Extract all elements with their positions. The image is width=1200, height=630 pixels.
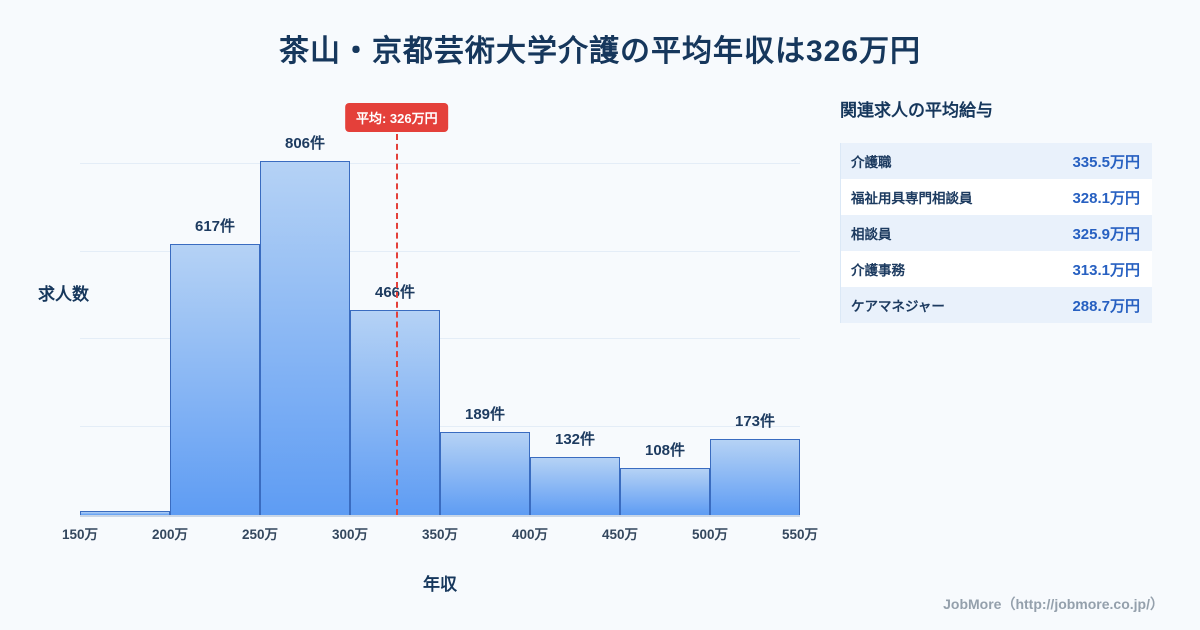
gridline bbox=[80, 338, 800, 340]
histogram-bar bbox=[260, 161, 350, 515]
table-row: 介護職 335.5万円 bbox=[841, 143, 1152, 179]
bar-count-label: 806件 bbox=[284, 135, 326, 153]
job-category-label: 相談員 bbox=[851, 227, 892, 242]
related-jobs-panel: 関連求人の平均給与 介護職 335.5万円福祉用具専門相談員 328.1万円相談員 3… bbox=[840, 96, 1152, 323]
table-row: 相談員 325.9万円 bbox=[841, 215, 1152, 251]
bar-count-label: 617件 bbox=[194, 218, 236, 236]
page-title: 茶山・京都芸術大学介護の平均年収は326万円 bbox=[278, 35, 922, 68]
average-salary-value: 335.5万円 bbox=[1072, 153, 1140, 171]
gridline bbox=[80, 250, 800, 252]
x-tick-label: 500万 bbox=[691, 527, 729, 542]
average-salary-value: 288.7万円 bbox=[1072, 297, 1140, 315]
x-tick-label: 300万 bbox=[331, 527, 369, 542]
panel-title: 関連求人の平均給与 bbox=[840, 101, 993, 120]
average-salary-value: 313.1万円 bbox=[1072, 261, 1140, 279]
job-category-label: 福祉用具専門相談員 bbox=[851, 191, 973, 206]
histogram-bar bbox=[80, 510, 170, 515]
salary-histogram: 617件 806件 466件 189件 132件 108件 173件 平均: 326万円 bbox=[80, 103, 800, 517]
x-tick-label: 400万 bbox=[511, 527, 549, 542]
histogram-bar bbox=[530, 457, 620, 515]
bar-count-label: 108件 bbox=[644, 441, 686, 459]
gridline bbox=[80, 426, 800, 428]
table-row: 介護事務 313.1万円 bbox=[841, 251, 1152, 287]
y-axis-label: 求人数 bbox=[38, 285, 89, 304]
footer-credit: JobMore（http://jobmore.co.jp/） bbox=[943, 596, 1164, 612]
average-salary-value: 325.9万円 bbox=[1072, 225, 1140, 243]
x-tick-label: 200万 bbox=[151, 527, 189, 542]
x-tick-label: 250万 bbox=[241, 527, 279, 542]
job-category-label: ケアマネジャー bbox=[851, 299, 945, 314]
histogram-bar bbox=[350, 310, 440, 515]
histogram-bar bbox=[440, 432, 530, 515]
histogram-bar bbox=[620, 467, 710, 515]
histogram-bar bbox=[710, 439, 800, 515]
average-line bbox=[395, 134, 398, 515]
average-salary-value: 328.1万円 bbox=[1072, 189, 1140, 207]
histogram-bar bbox=[170, 244, 260, 515]
table-row: ケアマネジャー 288.7万円 bbox=[841, 287, 1152, 323]
average-badge: 平均: 326万円 bbox=[344, 103, 449, 132]
job-category-label: 介護事務 bbox=[851, 263, 905, 278]
bar-count-label: 189件 bbox=[464, 406, 506, 424]
bar-count-label: 466件 bbox=[374, 284, 416, 302]
related-jobs-table: 介護職 335.5万円福祉用具専門相談員 328.1万円相談員 325.9万円介護事務… bbox=[840, 143, 1152, 323]
table-row: 福祉用具専門相談員 328.1万円 bbox=[841, 179, 1152, 215]
gridline bbox=[80, 162, 800, 164]
x-tick-label: 450万 bbox=[601, 527, 639, 542]
x-axis-label: 年収 bbox=[423, 575, 457, 594]
x-tick-label: 150万 bbox=[61, 527, 99, 542]
bar-count-label: 173件 bbox=[734, 413, 776, 431]
x-tick-label: 350万 bbox=[421, 527, 459, 542]
x-tick-label: 550万 bbox=[781, 527, 819, 542]
job-category-label: 介護職 bbox=[851, 155, 892, 170]
bar-count-label: 132件 bbox=[554, 431, 596, 449]
